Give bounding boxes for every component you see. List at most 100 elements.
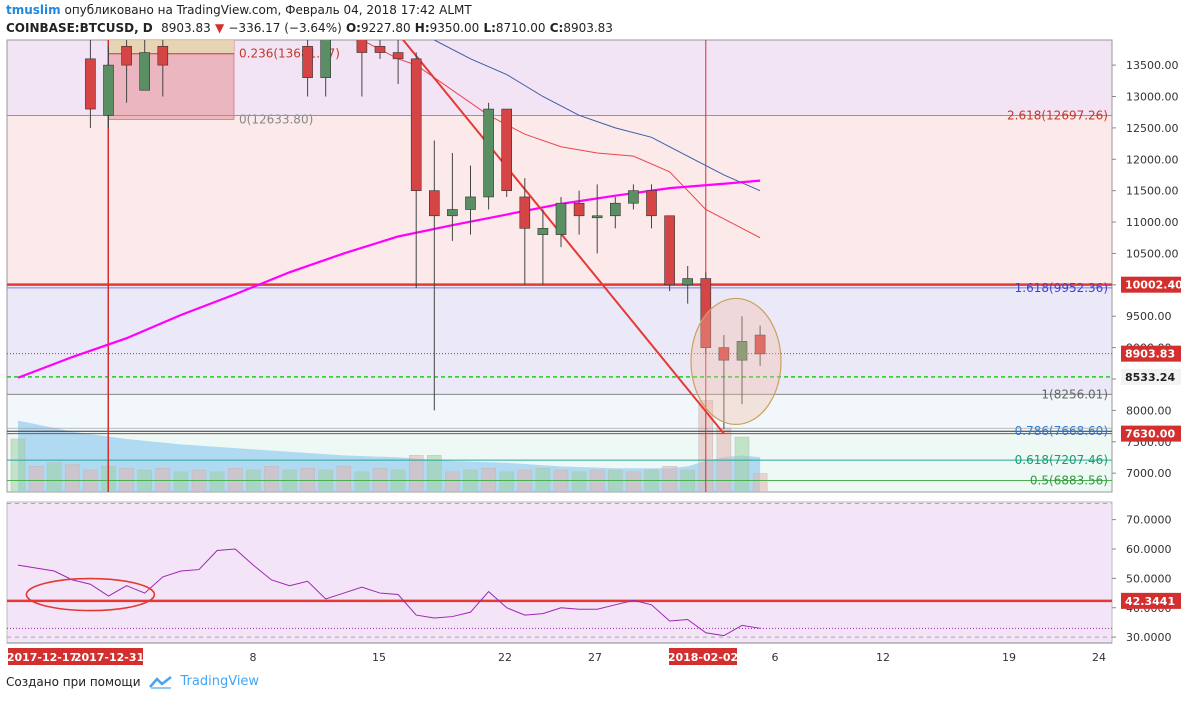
rsi-line [17,548,761,637]
candle-body [609,202,621,217]
candle-body [519,196,531,229]
volume-bar [408,455,424,492]
down-arrow-icon: ▼ [214,21,225,35]
volume-bar [28,466,44,492]
rsi-tick-label: 60.0000 [1126,543,1172,556]
created-with-text: Создано при помощи [6,674,141,689]
chart-header: tmuslim опубликовано на TradingView.com,… [6,2,1176,38]
close-label: C: [549,21,564,35]
price-tick-label: 11500.00 [1126,185,1179,198]
volume-bar [390,469,406,492]
candle-body [103,64,114,116]
price-tick-label: 10500.00 [1126,247,1179,260]
rsi-tag-bg [1121,592,1181,609]
candle-body [410,58,422,191]
time-tick-label: 12 [876,651,890,664]
time-tag: 2017-12-17 [7,648,77,665]
candle-body [465,196,476,210]
price-tick-label: 12000.00 [1126,153,1179,166]
volume-bar [427,455,442,492]
price-tag-label: 8903.83 [1125,348,1175,361]
close-value: 8903.83 [563,21,613,35]
price-tag-label: 7630.00 [1125,428,1175,441]
rsi-tag-label: 42.3441 [1125,595,1175,608]
price-tick-label: 8000.00 [1126,404,1172,417]
low-label: L: [483,21,496,35]
volume-bar [336,466,352,492]
time-tag: 2018-02-02 [668,648,738,665]
candle-body [573,202,585,217]
candle-body [718,347,730,361]
volume-bar [10,438,26,492]
fib-box-label: 0.236(13681.37) [239,47,340,61]
tradingview-link[interactable]: TradingView [180,674,260,689]
price-tag-label: 10002.40 [1125,279,1182,292]
candle-body [501,108,513,191]
price-tag: 8903.83 [1121,345,1181,362]
author-name[interactable]: tmuslim [6,3,61,17]
open-label: O: [345,21,361,35]
volume-bar [191,469,207,492]
rsi-level-tag: 42.3441 [1121,592,1181,609]
bg-zone-middle [7,284,1112,395]
candle-body [121,45,132,66]
high-value: 9350.00 [429,21,480,35]
volume-bar [499,471,514,492]
candle-body [157,45,169,66]
time-tag-bg [8,648,76,665]
fib-level-label: 1.618(9952.36) [1015,281,1108,295]
volume-bar [734,436,750,492]
volume-bar [354,471,370,492]
time-tag-label: 2017-12-17 [7,651,77,664]
time-tag-bg [669,648,737,665]
candle-body [700,278,712,348]
time-tag-label: 2017-12-31 [74,651,144,664]
highlight-ellipse [690,297,782,426]
candle-body [646,190,657,217]
price-tick-label: 9500.00 [1126,310,1172,323]
volume-bar [626,471,641,492]
volume-bar [608,469,623,492]
volume-bar [644,469,659,492]
volume-bar [137,469,152,492]
ohlc-line: COINBASE:BTCUSD, D 8903.83 ▼ −336.17 (−3… [6,21,613,35]
candle-body [139,52,150,91]
publish-line: tmuslim опубликовано на TradingView.com,… [6,3,472,17]
time-tick-label: 15 [372,651,386,664]
candle-body [428,190,440,217]
volume-bar [553,469,569,492]
volume-bar [517,469,533,492]
candle-body [302,45,313,78]
last-price: 8903.83 [161,21,211,35]
time-tick-label: 24 [1092,651,1106,664]
volume-bar [662,466,677,492]
price-tag-bg [1121,345,1181,362]
candle-body [537,228,549,235]
price-tick-label: 13500.00 [1126,59,1179,72]
time-tick-label: 8 [250,651,257,664]
time-tick-label: 27 [588,651,602,664]
volume-bar [246,469,261,492]
price-tag: 8533.24 [1121,368,1181,385]
fib-level-label: 0.618(7207.46) [1015,453,1108,467]
price-tag: 10002.40 [1121,276,1182,293]
candle-body [591,215,603,219]
price-tick-label: 7000.00 [1126,467,1172,480]
rsi-tick-label: 30.0000 [1126,631,1172,644]
price-chart[interactable]: 0.236(13681.37) 0(12633.80) 2.618(12697.26… [0,0,1182,672]
price-tag-bg [1121,276,1181,293]
price-change: −336.17 (−3.64%) [228,21,342,35]
symbol-label[interactable]: COINBASE:BTCUSD, D [6,21,153,35]
footer: Создано при помощи TradingView [6,674,259,689]
fib-box-top [108,40,234,54]
time-tick-label: 22 [498,651,512,664]
tradingview-logo-icon [148,675,172,689]
publish-info: опубликовано на TradingView.com, Февраль… [64,3,472,17]
open-value: 9227.80 [360,21,411,35]
time-tag: 2017-12-31 [74,648,144,665]
time-tag-bg [75,648,143,665]
fib-level-label: 0.786(7668.60) [1015,424,1108,438]
high-label: H: [414,21,430,35]
fib-level-label: 2.618(12697.26) [1007,109,1108,123]
time-tick-label: 19 [1002,651,1016,664]
